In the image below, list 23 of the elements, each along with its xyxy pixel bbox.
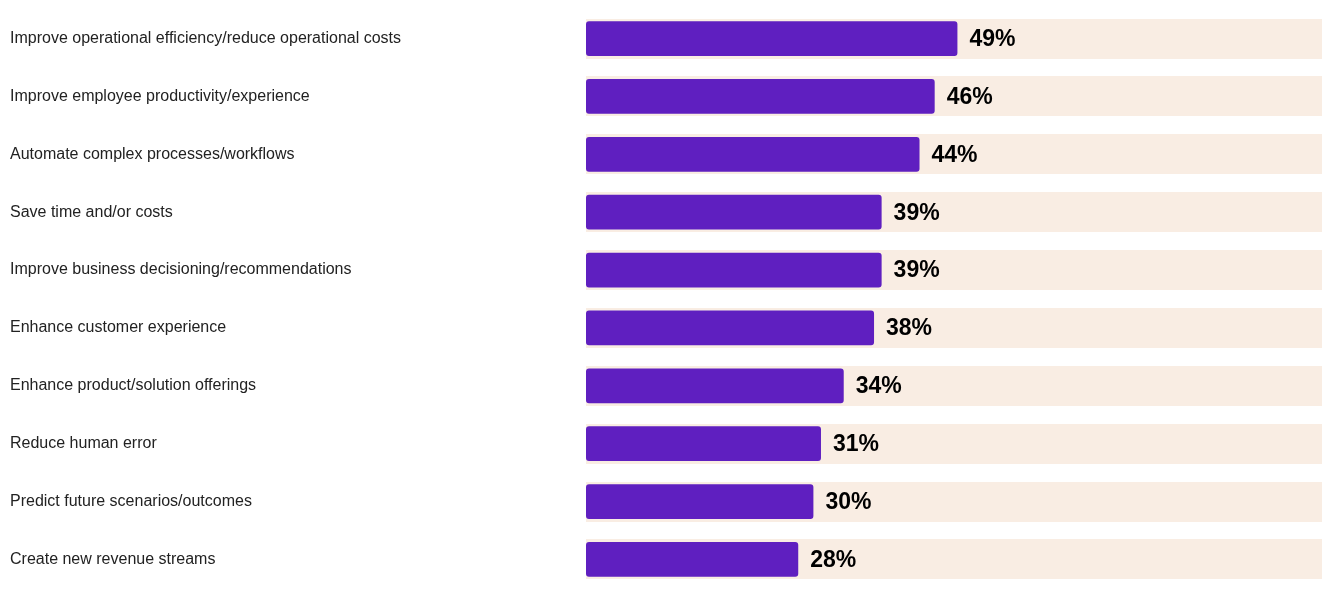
- y-tick-label: Improve business decisioning/recommendations: [10, 260, 352, 278]
- data-label: 39%: [893, 256, 940, 283]
- data-label: 49%: [969, 24, 1016, 51]
- y-tick-label: Enhance product/solution offerings: [10, 376, 257, 394]
- data-label: 30%: [825, 487, 872, 514]
- data-label: 34%: [855, 372, 902, 399]
- data-label: 38%: [886, 314, 933, 341]
- y-tick-label: Reduce human error: [10, 434, 158, 452]
- data-label: 44%: [931, 140, 978, 167]
- bar: [586, 484, 814, 519]
- data-label: 31%: [832, 430, 880, 457]
- y-tick-label: Enhance customer experience: [10, 318, 227, 336]
- y-tick-label: Save time and/or costs: [10, 202, 173, 220]
- y-tick-label: Create new revenue streams: [10, 549, 216, 567]
- data-label: 46%: [946, 82, 993, 109]
- data-label: 39%: [893, 198, 940, 225]
- y-tick-label: Improve operational efficiency/reduce operational costs: [10, 28, 402, 46]
- y-tick-label: Automate complex processes/workflows: [10, 144, 295, 162]
- y-tick-label: Improve employee productivity/experience: [10, 86, 310, 104]
- bar: [586, 426, 821, 462]
- y-tick-label: Predict future scenarios/outcomes: [10, 491, 252, 509]
- data-label: 28%: [810, 545, 857, 572]
- bar: [586, 542, 799, 577]
